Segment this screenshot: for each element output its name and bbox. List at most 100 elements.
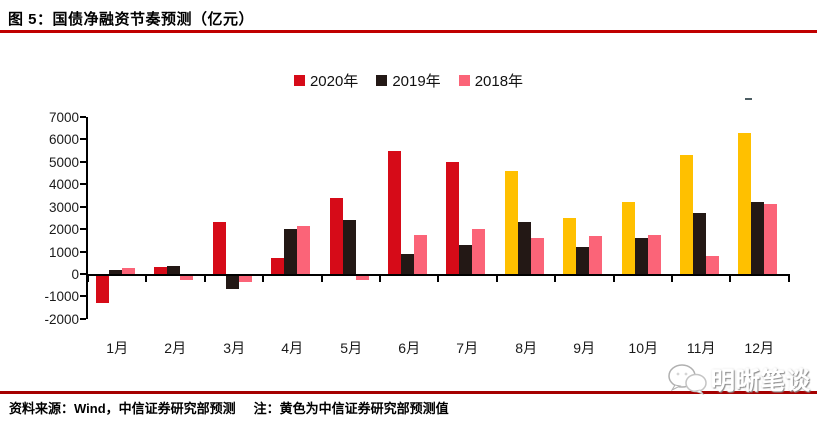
legend-item-2019年: 2019年 bbox=[376, 70, 441, 91]
y-axis-tick bbox=[80, 317, 86, 320]
legend-swatch bbox=[376, 75, 388, 86]
x-axis-tick bbox=[496, 276, 498, 282]
x-axis-label: 3月 bbox=[223, 340, 246, 356]
x-axis-tick bbox=[321, 276, 323, 282]
x-axis-label: 9月 bbox=[573, 340, 596, 356]
bar-2020年-10月 bbox=[622, 202, 635, 275]
bar-2018年-10月 bbox=[648, 234, 661, 274]
figure-title: 图 5：国债净融资节奏预测（亿元） bbox=[8, 11, 255, 28]
bar-2018年-5月 bbox=[356, 276, 369, 280]
bar-2020年-2月 bbox=[154, 267, 167, 275]
bar-2018年-1月 bbox=[122, 268, 135, 275]
x-axis-tick bbox=[145, 276, 147, 282]
bar-2020年-11月 bbox=[680, 155, 693, 275]
y-axis-label: 0 bbox=[71, 267, 79, 282]
x-axis-label: 7月 bbox=[456, 340, 479, 356]
y-axis-label: 7000 bbox=[48, 110, 79, 125]
y-axis-label: 3000 bbox=[48, 199, 79, 215]
bar-2020年-3月 bbox=[213, 222, 226, 275]
x-axis-tick bbox=[788, 276, 790, 282]
chat-bubbles-icon bbox=[667, 363, 707, 395]
y-axis-label: 5000 bbox=[48, 154, 79, 170]
footer-rule bbox=[0, 391, 817, 394]
x-axis-tick bbox=[554, 276, 556, 282]
watermark-label: 明晰笔谈 bbox=[711, 368, 811, 395]
bar-2020年-9月 bbox=[563, 217, 576, 274]
bar-2018年-6月 bbox=[414, 234, 427, 274]
y-axis-label: -1000 bbox=[44, 289, 79, 305]
bar-2018年-12月 bbox=[764, 204, 777, 275]
bar-2020年-5月 bbox=[330, 197, 343, 274]
y-axis-label: 4000 bbox=[48, 177, 79, 193]
x-axis-label: 10月 bbox=[628, 340, 658, 356]
bar-2019年-2月 bbox=[167, 266, 180, 275]
x-axis-tick bbox=[437, 276, 439, 282]
source-note-row: 资料来源：Wind，中信证券研究部预测 注：黄色为中信证券研究部预测值 bbox=[9, 398, 449, 417]
x-axis-tick bbox=[729, 276, 731, 282]
stray-dash bbox=[745, 98, 752, 100]
y-axis-tick bbox=[80, 250, 86, 253]
x-axis-label: 11月 bbox=[686, 340, 716, 356]
x-axis-label: 1月 bbox=[106, 340, 129, 356]
x-axis-label: 8月 bbox=[515, 340, 538, 356]
note-text: 注：黄色为中信证券研究部预测值 bbox=[253, 401, 449, 416]
x-axis-tick bbox=[379, 276, 381, 282]
y-axis-label: 2000 bbox=[48, 222, 79, 238]
y-axis-tick bbox=[80, 205, 86, 208]
x-axis-label: 12月 bbox=[744, 340, 774, 356]
y-axis-tick bbox=[80, 273, 86, 275]
x-axis-tick bbox=[204, 276, 206, 282]
source-text: 资料来源：Wind，中信证券研究部预测 bbox=[9, 401, 236, 416]
chart-legend: 2020年 2019年 2018年 bbox=[0, 70, 817, 91]
legend-label: 2020年 bbox=[309, 73, 359, 90]
bar-2018年-7月 bbox=[472, 229, 485, 275]
bar-2019年-9月 bbox=[576, 247, 589, 275]
y-axis-tick bbox=[80, 295, 86, 298]
y-axis-label: 6000 bbox=[48, 132, 79, 148]
title-rule bbox=[0, 30, 817, 33]
bar-2018年-2月 bbox=[180, 276, 193, 280]
bar-2020年-8月 bbox=[505, 170, 518, 274]
bar-2019年-6月 bbox=[401, 253, 414, 274]
x-axis-label: 5月 bbox=[340, 340, 363, 356]
x-axis-tick bbox=[87, 276, 89, 282]
bar-2019年-5月 bbox=[343, 220, 356, 275]
x-axis-label: 2月 bbox=[164, 340, 187, 356]
bar-2019年-3月 bbox=[226, 276, 239, 289]
bar-2019年-10月 bbox=[635, 238, 648, 275]
bar-2019年-1月 bbox=[109, 269, 122, 274]
bar-2019年-8月 bbox=[518, 222, 531, 275]
legend-swatch bbox=[293, 75, 305, 86]
legend-label: 2019年 bbox=[392, 73, 441, 90]
bar-2018年-9月 bbox=[589, 235, 602, 274]
bar-2020年-7月 bbox=[446, 161, 459, 274]
y-axis-tick bbox=[80, 183, 86, 186]
x-axis-label: 6月 bbox=[398, 340, 421, 356]
bar-2020年-4月 bbox=[271, 258, 284, 275]
x-axis-line bbox=[86, 274, 790, 276]
legend-item-2018年: 2018年 bbox=[458, 70, 523, 91]
bar-2020年-6月 bbox=[388, 150, 401, 274]
bar-2019年-12月 bbox=[751, 202, 764, 275]
y-axis-label: 1000 bbox=[48, 244, 79, 260]
bar-2019年-7月 bbox=[459, 244, 472, 274]
x-axis-tick bbox=[613, 276, 615, 282]
bar-2018年-8月 bbox=[531, 238, 544, 275]
y-axis-tick bbox=[80, 116, 86, 118]
legend-item-2020年: 2020年 bbox=[293, 70, 359, 91]
y-axis-line bbox=[86, 117, 88, 319]
y-axis-tick bbox=[80, 138, 86, 141]
bar-2018年-11月 bbox=[706, 256, 719, 275]
x-axis-tick bbox=[262, 276, 264, 282]
bar-2018年-3月 bbox=[239, 276, 252, 282]
bar-2019年-11月 bbox=[693, 213, 706, 275]
y-axis-tick bbox=[80, 228, 86, 231]
bar-2019年-4月 bbox=[284, 229, 297, 275]
legend-swatch bbox=[458, 75, 470, 86]
y-axis-label: -2000 bbox=[44, 311, 79, 327]
bar-2018年-4月 bbox=[297, 225, 310, 274]
x-axis-label: 4月 bbox=[281, 340, 304, 356]
y-axis-tick bbox=[80, 160, 86, 163]
